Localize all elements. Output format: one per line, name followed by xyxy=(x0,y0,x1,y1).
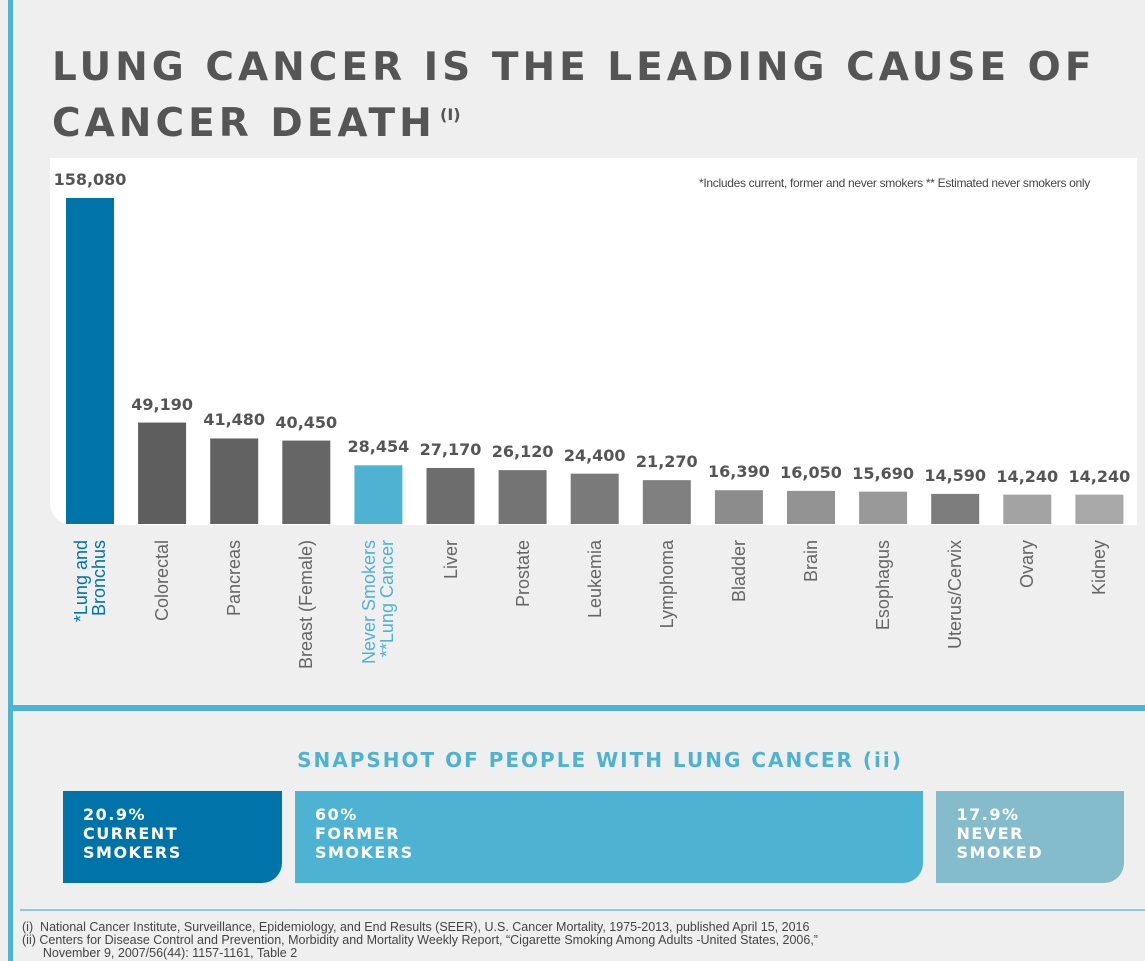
value-label: 16,390 xyxy=(708,462,770,482)
x-tick-label: Lymphoma xyxy=(656,540,677,629)
bar xyxy=(354,465,403,524)
x-tick-label: *Lung and Bronchus xyxy=(71,540,109,623)
chart-note: *Includes current, former and never smok… xyxy=(698,176,1090,190)
value-label: 24,400 xyxy=(563,445,626,465)
x-tick-label: Liver xyxy=(440,540,461,580)
x-tick-label: Prostate xyxy=(512,540,533,608)
footnote: (i) National Cancer Institute, Surveilla… xyxy=(22,920,810,934)
bar xyxy=(714,490,763,524)
chart-title: LUNG CANCER IS THE LEADING CAUSE OF CANC… xyxy=(52,45,1096,146)
divider xyxy=(10,705,1145,711)
bar xyxy=(210,438,259,524)
left-border xyxy=(8,0,13,961)
x-tick-label: Esophagus xyxy=(873,540,894,631)
value-label: 158,080 xyxy=(53,170,127,189)
footnote: (ii) Centers for Disease Control and Pre… xyxy=(22,933,818,960)
bar xyxy=(642,480,691,524)
bar xyxy=(498,470,547,524)
bar xyxy=(426,467,475,524)
value-label: 40,450 xyxy=(275,412,338,432)
value-label: 41,480 xyxy=(203,410,266,430)
segment-name: CURRENT SMOKERS xyxy=(83,824,182,862)
segment-value: 20.9% xyxy=(83,805,147,824)
bar xyxy=(931,493,980,524)
value-label: 14,240 xyxy=(1068,466,1131,486)
segment-value: 17.9% xyxy=(956,805,1020,824)
bar xyxy=(570,473,619,524)
value-label: 21,270 xyxy=(635,452,698,472)
x-tick-label: Breast (Female) xyxy=(296,540,317,670)
value-label: 15,690 xyxy=(852,463,914,483)
x-tick-label: Never Smokers **Lung Cancer xyxy=(359,540,398,665)
x-tick-label: Leukemia xyxy=(584,540,605,619)
segment-name: FORMER SMOKERS xyxy=(314,824,414,862)
segment-name: NEVER SMOKED xyxy=(956,824,1044,862)
value-label: 26,120 xyxy=(491,442,554,462)
bar xyxy=(1003,494,1052,524)
bar xyxy=(138,422,187,524)
value-label: 14,590 xyxy=(924,465,987,485)
bar xyxy=(66,198,114,524)
x-tick-label: Kidney xyxy=(1089,540,1110,596)
bar xyxy=(859,491,908,524)
value-label: 27,170 xyxy=(419,439,482,459)
value-label: 28,454 xyxy=(347,437,410,457)
bar xyxy=(787,490,835,524)
value-label: 16,050 xyxy=(780,462,842,482)
x-tick-label: Uterus/Cervix xyxy=(945,540,966,650)
x-tick-label: Colorectal xyxy=(152,540,173,622)
x-tick-label: Ovary xyxy=(1017,540,1038,589)
value-label: 49,190 xyxy=(131,394,193,414)
segment-value: 60% xyxy=(314,805,358,824)
snapshot-segment: 17.9% NEVER SMOKED xyxy=(936,791,1124,883)
x-tick-label: Pancreas xyxy=(224,540,245,617)
x-tick-label: Brain xyxy=(801,540,821,583)
footnote-rule xyxy=(20,909,1145,911)
snapshot-segment: 60% FORMER SMOKERS xyxy=(294,791,924,883)
title-ref: (I) xyxy=(440,105,461,124)
bar xyxy=(282,440,331,524)
value-label: 14,240 xyxy=(996,466,1059,486)
x-tick-label: Bladder xyxy=(728,540,749,603)
snapshot-title: SNAPSHOT OF PEOPLE WITH LUNG CANCER (ii) xyxy=(297,748,903,772)
bar xyxy=(1075,494,1124,524)
snapshot-segment: 20.9% CURRENT SMOKERS xyxy=(63,791,282,883)
